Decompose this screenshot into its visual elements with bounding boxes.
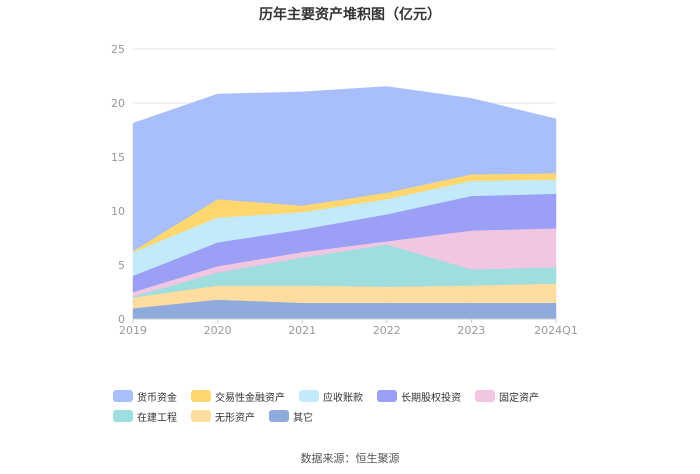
legend-label: 应收账款 <box>323 392 363 404</box>
area-edge-货币资金 <box>132 86 557 125</box>
legend-label: 无形资产 <box>215 412 255 424</box>
legend-item[interactable]: 货币资金 <box>113 389 177 404</box>
y-tick-label: 0 <box>118 313 125 326</box>
legend-swatch <box>191 390 211 402</box>
legend-swatch <box>475 390 495 402</box>
legend-item[interactable]: 交易性金融资产 <box>191 389 285 404</box>
legend-swatch <box>299 390 319 402</box>
legend-item[interactable]: 无形资产 <box>191 409 255 424</box>
x-tick-label: 2024Q1 <box>534 324 578 337</box>
area-series <box>132 86 557 320</box>
legend-swatch <box>377 390 397 402</box>
legend-swatch <box>113 390 133 402</box>
x-tick-label: 2022 <box>373 324 401 337</box>
x-tick-label: 2023 <box>457 324 485 337</box>
legend-label: 货币资金 <box>137 392 177 404</box>
legend-item[interactable]: 应收账款 <box>299 389 363 404</box>
y-tick-label: 20 <box>111 97 125 110</box>
legend: 货币资金 交易性金融资产 应收账款 长期股权投资 固定资产在建工程 无形资产 其它 <box>113 389 613 424</box>
legend-label: 在建工程 <box>137 412 177 424</box>
axes: 0 5 10 15 20 25 2019 2020 2021 2022 2023 2024Q1 <box>111 43 578 337</box>
x-tick-label: 2019 <box>119 324 147 337</box>
legend-item[interactable]: 其它 <box>269 409 313 424</box>
legend-label: 固定资产 <box>499 392 539 404</box>
y-tick-label: 25 <box>111 43 125 56</box>
legend-item[interactable]: 在建工程 <box>113 409 177 424</box>
x-tick-label: 2021 <box>288 324 316 337</box>
legend-label: 交易性金融资产 <box>215 392 285 404</box>
legend-swatch <box>191 410 211 422</box>
legend-swatch <box>113 410 133 422</box>
y-tick-label: 10 <box>111 205 125 218</box>
y-tick-label: 15 <box>111 151 125 164</box>
legend-swatch <box>269 410 289 422</box>
stacked-area-chart: 0 5 10 15 20 25 2019 2020 2021 2022 2023 2024Q1 <box>111 43 578 337</box>
x-tick-label: 2020 <box>204 324 232 337</box>
legend-label: 长期股权投资 <box>401 392 461 404</box>
y-tick-label: 5 <box>118 259 125 272</box>
data-source: 数据来源：恒生聚源 <box>300 452 400 465</box>
legend-item[interactable]: 长期股权投资 <box>377 389 461 404</box>
legend-item[interactable]: 固定资产 <box>475 389 539 404</box>
legend-label: 其它 <box>293 412 313 424</box>
chart-title: 历年主要资产堆积图（亿元） <box>259 7 441 23</box>
